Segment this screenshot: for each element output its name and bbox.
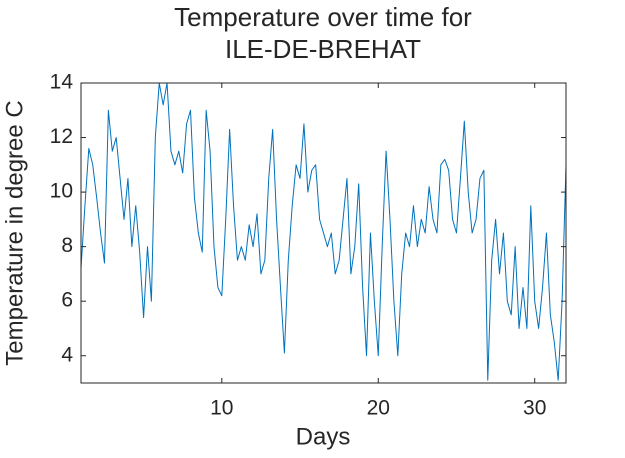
plot-frame — [80, 82, 567, 384]
x-tick-label: 10 — [210, 397, 233, 420]
data-line — [80, 82, 567, 381]
x-tick-label: 30 — [523, 397, 546, 420]
y-tick-label: 6 — [61, 289, 73, 312]
y-tick-label: 10 — [50, 180, 73, 203]
y-tick-label: 8 — [61, 234, 73, 257]
x-axis-label: Days — [296, 423, 351, 450]
y-axis-label: Temperature in degree C — [1, 100, 28, 365]
chart-title: ILE-DE-BREHAT — [225, 34, 421, 64]
chart-title: Temperature over time for — [174, 2, 472, 32]
y-tick-label: 14 — [50, 71, 74, 94]
x-tick-label: 20 — [367, 397, 390, 420]
y-tick-label: 4 — [61, 343, 73, 366]
y-tick-label: 12 — [50, 125, 73, 148]
